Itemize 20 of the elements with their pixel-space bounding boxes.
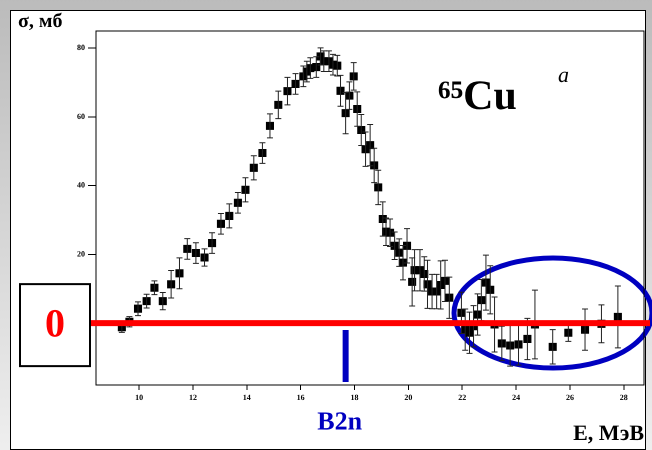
ref-line-label: B2n — [317, 406, 363, 436]
annotation: a — [558, 62, 569, 88]
x-tick-label: 26 — [566, 392, 574, 402]
x-axis-title: E, МэВ — [573, 420, 644, 446]
y-tick-label: 80 — [77, 43, 85, 52]
y-tick-label: 20 — [77, 249, 85, 258]
x-tick-label: 18 — [350, 392, 359, 402]
y-axis-title: σ, мб — [18, 10, 63, 33]
x-tick-label: 14 — [242, 392, 251, 402]
x-tick-label: 22 — [458, 392, 466, 402]
x-tick-label: 24 — [512, 392, 520, 402]
x-tick-label: 10 — [135, 392, 144, 402]
x-tick-label: 28 — [620, 392, 628, 402]
x-tick-label: 16 — [296, 392, 305, 402]
x-tick-label: 20 — [404, 392, 412, 402]
annotation: ⁶⁵Cu — [438, 72, 517, 120]
ref-line-label: 0 — [45, 300, 65, 346]
x-tick-label: 12 — [188, 392, 197, 402]
y-tick-label: 40 — [77, 180, 85, 190]
y-tick-label: 60 — [77, 112, 85, 121]
